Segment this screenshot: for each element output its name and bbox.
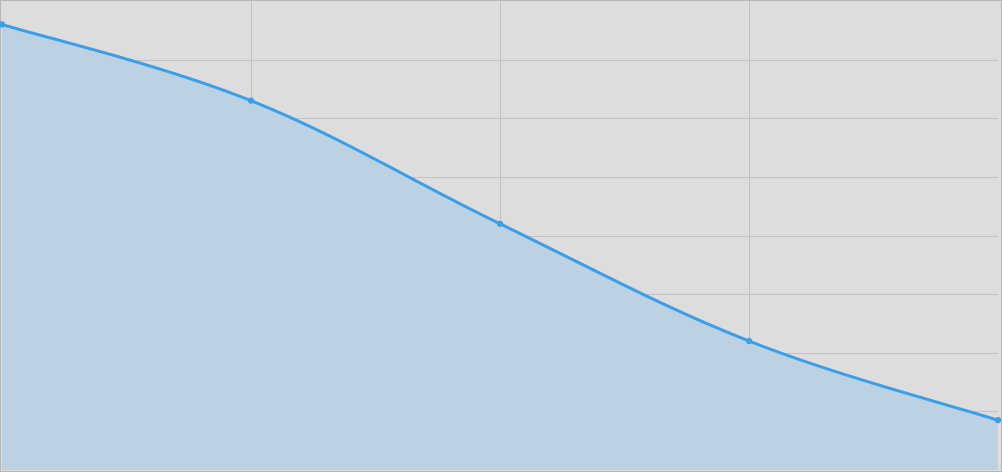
data-point-marker [745, 337, 753, 345]
series-area-fill [2, 24, 998, 470]
data-point-marker [994, 416, 1002, 424]
data-point-marker [247, 97, 255, 104]
data-point-marker [496, 220, 504, 227]
series-group [0, 21, 1002, 470]
data-point-marker [0, 21, 6, 28]
